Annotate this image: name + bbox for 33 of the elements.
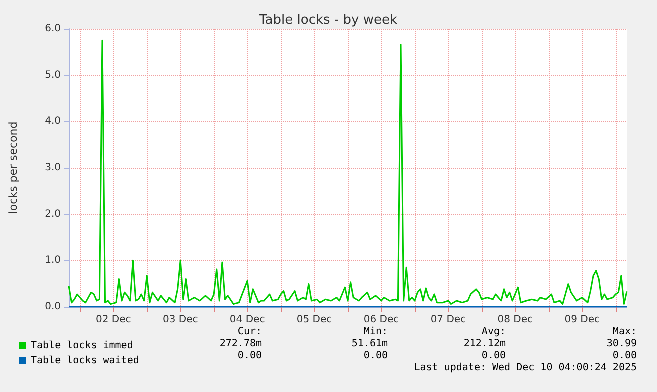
y-axis-title: locks per second: [7, 122, 20, 214]
text: Min:: [364, 326, 388, 338]
text: 51.61m: [352, 338, 388, 350]
line-series: [68, 40, 628, 305]
legend-label: Table locks immed: [31, 340, 134, 352]
text: Last update: Wed Dec 10 04:00:24 2025: [414, 362, 638, 374]
text: 30.99: [606, 338, 638, 350]
y-tick-label: 5.0: [45, 70, 61, 81]
x-tick-label: 06 Dec: [364, 314, 400, 326]
x-tick-label: 05 Dec: [296, 314, 332, 326]
x-tick-label: 03 Dec: [162, 314, 198, 326]
legend-label: Table locks waited: [31, 356, 140, 366]
x-tick-label: 08 Dec: [498, 314, 534, 326]
text: 272.78m: [220, 338, 262, 350]
y-tick-label: 6.0: [45, 24, 61, 34]
text: 0.00: [364, 350, 388, 362]
x-tick-label: 07 Dec: [430, 314, 466, 326]
text: 0.00: [612, 350, 638, 362]
text: Avg:: [482, 326, 506, 338]
text: Cur:: [238, 326, 262, 338]
y-tick-label: 4.0: [45, 116, 61, 128]
y-tick-label: 2.0: [45, 208, 61, 220]
y-tick-label: 0.0: [45, 302, 61, 312]
text: Max:: [612, 326, 638, 338]
x-tick-label: 02 Dec: [96, 314, 132, 326]
y-tick-label: 1.0: [45, 255, 61, 266]
text: 0.00: [238, 350, 262, 362]
x-tick-label: 09 Dec: [564, 314, 600, 326]
chart-title: Table locks - by week: [258, 13, 398, 28]
text: 212.12m: [464, 338, 506, 350]
text: 0.00: [482, 350, 506, 362]
x-tick-label: 04 Dec: [230, 314, 266, 326]
y-tick-label: 3.0: [45, 162, 61, 174]
